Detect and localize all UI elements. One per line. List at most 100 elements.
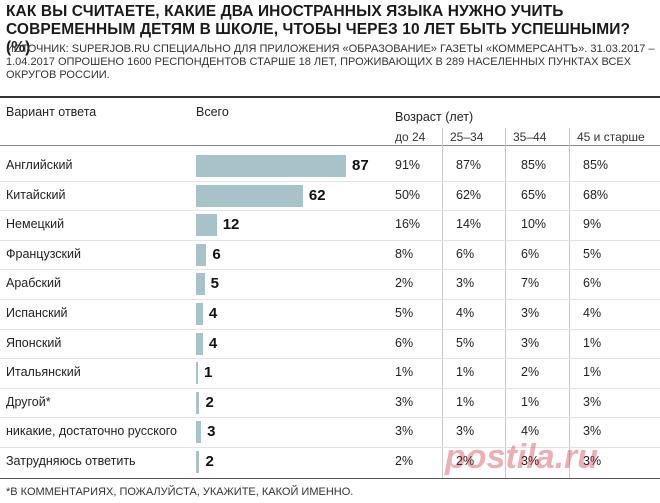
age-value-cell: 68%	[583, 187, 609, 202]
row-divider	[0, 269, 660, 271]
age-value-cell: 3%	[456, 424, 475, 439]
age-value-cell: 3%	[456, 276, 475, 291]
bar-value: 62	[308, 186, 326, 204]
age-value-cell: 4%	[521, 424, 540, 439]
age-value-cell: 91%	[395, 158, 421, 172]
age-value-cell: 1%	[456, 365, 475, 380]
bar-value: 4	[208, 334, 218, 352]
age-value-cell: 9%	[583, 217, 602, 232]
bar	[196, 273, 205, 296]
row-divider	[0, 417, 660, 419]
age-value-cell: 85%	[521, 158, 547, 172]
row-label: никакие, достаточно русского	[6, 424, 178, 439]
age-value-cell: 6%	[395, 335, 414, 350]
age-value-cell: 87%	[456, 158, 482, 172]
age-value-cell: 2%	[456, 454, 475, 468]
column-divider	[569, 128, 570, 478]
row-divider	[0, 239, 660, 241]
bar	[196, 155, 346, 177]
row-label: Итальянский	[6, 365, 81, 380]
row-label: Испанский	[6, 306, 68, 320]
age-value-cell: 4%	[583, 306, 602, 320]
watermark: postila.ru	[445, 438, 599, 476]
age-value-cell: 6%	[521, 246, 540, 261]
age-group-header: 25–34	[450, 130, 484, 144]
bar	[196, 362, 198, 385]
age-value-cell: 16%	[395, 217, 421, 232]
age-group-header: до 24	[395, 130, 426, 144]
age-value-cell: 1%	[521, 394, 540, 409]
age-value-cell: 50%	[395, 187, 421, 202]
row-label: Арабский	[6, 276, 61, 291]
bar-value: 3	[207, 423, 216, 441]
age-value-cell: 2%	[395, 276, 414, 291]
row-divider	[0, 447, 660, 448]
bar	[196, 421, 202, 444]
age-group-header: 35–44	[513, 130, 547, 144]
header-answer: Вариант ответа	[6, 105, 97, 119]
age-value-cell: 1%	[583, 335, 602, 350]
footnote: *В КОММЕНТАРИЯХ, ПОЖАЛУЙСТА, УКАЖИТЕ, КА…	[6, 486, 354, 498]
bar-value: 1	[204, 364, 213, 382]
row-divider	[0, 210, 660, 212]
age-value-cell: 3%	[521, 335, 540, 350]
bar	[196, 451, 200, 473]
bar	[196, 332, 203, 355]
age-value-cell: 5%	[395, 306, 414, 320]
age-value-cell: 4%	[456, 306, 475, 320]
top-rule	[0, 96, 660, 98]
age-value-cell: 2%	[521, 365, 540, 380]
age-value-cell: 3%	[521, 306, 540, 320]
age-value-cell: 3%	[521, 454, 540, 468]
bar	[196, 243, 207, 266]
age-value-cell: 65%	[521, 187, 547, 202]
bottom-rule	[0, 478, 660, 479]
row-label: Немецкий	[6, 217, 65, 232]
header-total: Всего	[196, 105, 229, 119]
age-value-cell: 3%	[395, 424, 414, 439]
row-label: Английский	[6, 158, 73, 172]
bar-value: 6	[212, 245, 221, 263]
bar-value: 12	[222, 216, 240, 234]
header-age: Возраст (лет)	[395, 110, 474, 124]
bar	[196, 303, 203, 325]
row-label: Китайский	[6, 187, 66, 202]
age-value-cell: 5%	[583, 246, 602, 261]
age-value-cell: 1%	[583, 365, 602, 380]
age-value-cell: 62%	[456, 187, 482, 202]
column-divider	[505, 128, 506, 478]
age-value-cell: 3%	[583, 424, 602, 439]
row-divider	[0, 180, 660, 182]
column-divider	[442, 128, 443, 478]
age-value-cell: 1%	[395, 365, 414, 380]
age-value-cell: 3%	[395, 394, 414, 409]
age-value-cell: 14%	[456, 217, 482, 232]
bar-value: 5	[210, 275, 219, 293]
age-value-cell: 2%	[395, 454, 414, 468]
bar-value: 4	[208, 305, 218, 322]
bar	[196, 184, 303, 207]
bar-value: 2	[205, 453, 214, 470]
source-note: ИСТОЧНИК: SUPERJOB.RU СПЕЦИАЛЬНО ДЛЯ ПРИ…	[6, 43, 655, 81]
age-value-cell: 3%	[583, 394, 602, 409]
age-value-cell: 85%	[583, 158, 609, 172]
age-value-cell: 7%	[521, 276, 540, 291]
bar	[196, 214, 217, 237]
row-divider	[0, 328, 660, 330]
header-rule	[0, 145, 660, 146]
age-value-cell: 1%	[456, 394, 475, 409]
chart-title: КАК ВЫ СЧИТАЕТЕ, КАКИЕ ДВА ИНОСТРАННЫХ Я…	[6, 3, 631, 56]
age-value-cell: 3%	[583, 454, 602, 468]
row-label: Затрудняюсь ответить	[6, 454, 136, 468]
bar-value: 87	[352, 157, 369, 174]
age-value-cell: 5%	[456, 335, 475, 350]
row-label: Другой*	[6, 394, 51, 409]
age-value-cell: 6%	[456, 246, 475, 261]
row-divider	[0, 358, 660, 360]
row-divider	[0, 299, 660, 300]
age-value-cell: 10%	[521, 217, 547, 232]
bar	[196, 391, 200, 414]
bar-value: 2	[205, 393, 214, 411]
age-value-cell: 8%	[395, 246, 414, 261]
row-divider	[0, 387, 660, 389]
